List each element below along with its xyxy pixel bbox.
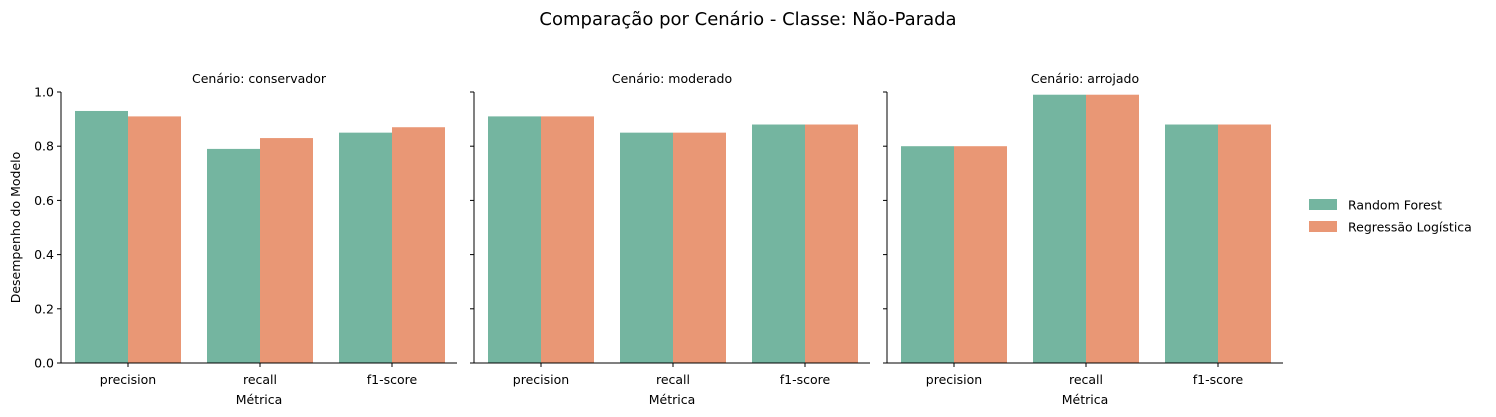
legend-label: Random Forest — [1348, 198, 1442, 213]
x-axis-label: Métrica — [649, 392, 696, 407]
bar — [620, 132, 673, 363]
bar — [901, 146, 954, 363]
x-tick-label: recall — [656, 372, 690, 387]
bar — [541, 116, 594, 363]
y-tick-label: 0.2 — [34, 301, 54, 316]
facet-panels: Cenário: conservador precision recall f1-sc… — [34, 71, 1283, 407]
x-tick-label: f1-score — [367, 372, 418, 387]
bar — [1165, 124, 1218, 364]
facet-panel: Cenário: arrojado precision recall f1-score… — [883, 71, 1283, 407]
bar — [339, 132, 392, 363]
panel-title: Cenário: moderado — [612, 71, 732, 86]
legend-swatch — [1309, 221, 1337, 232]
x-tick-label: precision — [100, 372, 156, 387]
y-tick-label: 0.0 — [34, 356, 54, 371]
legend-label: Regressão Logística — [1348, 220, 1472, 235]
bar — [1218, 124, 1271, 364]
chart-title: Comparação por Cenário - Classe: Não-Par… — [539, 9, 956, 30]
x-tick-label: recall — [243, 372, 277, 387]
facet-panel: Cenário: moderado precision recall f1-score… — [470, 71, 870, 407]
panel-title: Cenário: conservador — [192, 71, 327, 86]
legend-swatch — [1309, 199, 1337, 210]
x-tick-label: recall — [1069, 372, 1103, 387]
x-axis-label: Métrica — [236, 392, 283, 407]
y-axis-label: Desempenho do Modelo — [8, 152, 23, 304]
y-tick-label: 0.4 — [34, 247, 54, 262]
y-tick-label: 0.8 — [34, 139, 54, 154]
x-tick-label: f1-score — [780, 372, 831, 387]
x-tick-label: precision — [513, 372, 569, 387]
bar — [954, 146, 1007, 363]
legend: Random Forest Regressão Logística — [1309, 198, 1472, 235]
bar — [128, 116, 181, 363]
x-tick-label: precision — [926, 372, 982, 387]
bar — [1033, 94, 1086, 364]
panel-title: Cenário: arrojado — [1031, 71, 1139, 86]
y-tick-label: 1.0 — [34, 85, 54, 100]
y-tick-label: 0.6 — [34, 193, 54, 208]
x-axis-label: Métrica — [1062, 392, 1109, 407]
bar — [1086, 94, 1139, 364]
bar — [260, 138, 313, 363]
x-tick-label: f1-score — [1193, 372, 1244, 387]
bar — [673, 132, 726, 363]
bar — [392, 127, 445, 363]
bar — [75, 110, 128, 363]
bar — [488, 116, 541, 363]
bar — [752, 124, 805, 364]
bar — [805, 124, 858, 364]
facet-panel: Cenário: conservador precision recall f1-sc… — [34, 71, 457, 407]
bar — [207, 148, 260, 363]
